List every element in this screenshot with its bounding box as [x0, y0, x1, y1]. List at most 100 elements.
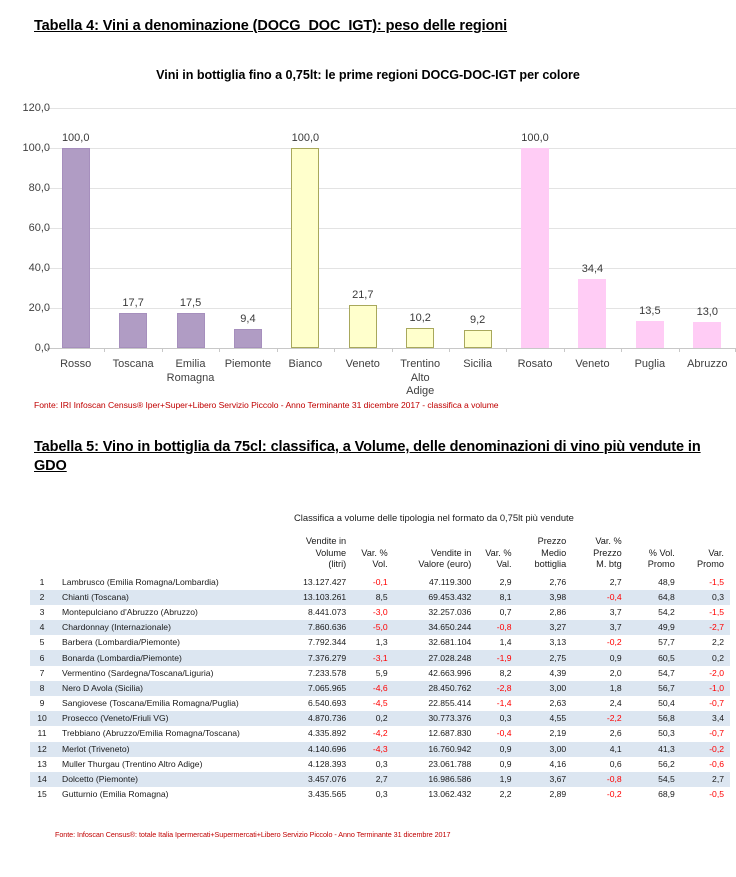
th-rank: [30, 536, 54, 575]
table-row[interactable]: 2 Chianti (Toscana) 13.103.261 8,5 69.453.43…: [30, 589, 730, 605]
cell-rank: 11: [37, 728, 47, 739]
cell-volume: 8.441.073: [307, 606, 347, 617]
cell-var-prezzo: 2,7: [609, 576, 622, 587]
cell-name: Nero D Avola (Sicilia): [54, 680, 277, 696]
cell-var-val: -0,4: [496, 728, 512, 739]
cell-promo: 56,8: [633, 711, 683, 727]
cell-volume: 4.128.393: [307, 758, 347, 769]
cell-volume: 7.233.578: [307, 667, 347, 678]
chart-x-tick: [391, 348, 393, 352]
cell-var-promo: -0,7: [709, 728, 724, 739]
cell-promo: 60,5: [633, 650, 683, 666]
table-row[interactable]: 6 Bonarda (Lombardia/Piemonte) 7.376.279 -3…: [30, 650, 730, 666]
table-row[interactable]: 15 Gutturnio (Emilia Romagna) 3.435.565 0,3…: [30, 787, 730, 802]
cell-var-val: 1,4: [499, 637, 512, 648]
cell-var-promo: 2,7: [682, 771, 730, 788]
chart-bar: [291, 148, 320, 348]
chart-x-tick: [678, 348, 680, 352]
chart-bar: [176, 313, 205, 348]
cell-var-vol: -0,1: [372, 576, 388, 587]
tabella-4-heading: Tabella 4: Vini a denominazione (DOCG_DO…: [34, 18, 508, 34]
cell-rank: 7: [39, 667, 45, 678]
cell-volume: 6.540.693: [307, 698, 347, 709]
cell-rank: 8: [30, 680, 55, 696]
cell-var-vol: -4,3: [348, 741, 398, 757]
table-head: Vendite in Volume (litri) Var. % Vol. Vend…: [30, 536, 730, 575]
cell-promo: 68,9: [658, 789, 675, 800]
chart-x-tick: [161, 348, 163, 352]
chart-x-tick: [506, 348, 508, 352]
table-row[interactable]: 14 Dolcetto (Piemonte) 3.457.076 2,7 16.986.…: [30, 771, 730, 788]
cell-var-vol: -3,1: [348, 650, 398, 666]
cell-name: Dolcetto (Piemonte): [54, 771, 277, 788]
table-row[interactable]: 4 Chardonnay (Internazionale) 7.860.636 -5,…: [30, 620, 730, 636]
chart-bar: [693, 322, 722, 348]
table-row[interactable]: 12 Merlot (Triveneto) 4.140.696 -4,3 16.760.…: [30, 741, 730, 757]
chart-x-category-label: Emilia Romagna: [166, 358, 215, 384]
chart-gridline: [47, 308, 736, 309]
chart-y-tick-label: 100,0: [22, 142, 50, 154]
cell-valore: 42.663.996: [428, 667, 472, 678]
cell-valore: 32.681.104: [428, 637, 472, 648]
cell-rank: 6: [30, 650, 55, 666]
cell-valore: 28.450.762: [397, 680, 474, 696]
chart-y-tick-label: 0,0: [34, 342, 50, 354]
table-row[interactable]: 8 Nero D Avola (Sicilia) 7.065.965 -4,6 28.4…: [30, 680, 730, 696]
cell-prezzo: 4,16: [549, 758, 567, 769]
cell-prezzo: 2,76: [549, 576, 567, 587]
cell-var-vol: 2,7: [348, 771, 398, 788]
table-row[interactable]: 5 Barbera (Lombardia/Piemonte) 7.792.344 1,…: [30, 635, 730, 650]
cell-rank: 9: [39, 698, 45, 709]
table-row[interactable]: 7 Vermentino (Sardegna/Toscana/Liguria) 7.…: [30, 666, 730, 681]
chart-bar-value-label: 100,0: [521, 132, 549, 144]
chart-y-tick-label: 40,0: [28, 262, 50, 274]
table-header-row: Vendite in Volume (litri) Var. % Vol. Vend…: [30, 536, 730, 575]
chart-x-category-label: Bianco: [288, 358, 323, 370]
cell-valore: 27.028.248: [397, 650, 474, 666]
cell-volume: 7.792.344: [307, 637, 347, 648]
cell-valore: 22.855.414: [428, 698, 472, 709]
table-row[interactable]: 9 Sangiovese (Toscana/Emilia Romagna/Pugl…: [30, 696, 730, 711]
cell-var-prezzo: 2,6: [609, 728, 622, 739]
chart-x-category-label: Veneto: [575, 358, 610, 370]
chart-gridline: [47, 108, 736, 109]
cell-valore: 47.119.300: [428, 576, 472, 587]
cell-var-val: -1,9: [473, 650, 520, 666]
chart-bar: [233, 329, 262, 348]
cell-var-vol: 0,3: [375, 789, 388, 800]
cell-prezzo: 3,27: [519, 620, 577, 636]
cell-var-prezzo: 1,8: [576, 680, 634, 696]
cell-promo: 54,2: [658, 606, 675, 617]
cell-var-prezzo: -2,2: [576, 711, 634, 727]
cell-name: Vermentino (Sardegna/Toscana/Liguria): [62, 667, 214, 678]
cell-var-promo: 0,2: [682, 650, 730, 666]
cell-name: Prosecco (Veneto/Friuli VG): [54, 711, 277, 727]
cell-var-val: -0,8: [473, 620, 520, 636]
table-row[interactable]: 10 Prosecco (Veneto/Friuli VG) 4.870.736 0,…: [30, 711, 730, 727]
chart-bars-layer: 100,0 Rosso 17,7 Toscana 17,5 Emilia Romagna 9,…: [47, 108, 736, 397]
cell-var-val: 2,9: [499, 576, 512, 587]
table-row[interactable]: 11 Trebbiano (Abruzzo/Emilia Romagna/Tosc…: [30, 726, 730, 741]
cell-volume: 7.065.965: [276, 680, 349, 696]
cell-var-promo: 3,4: [682, 711, 730, 727]
cell-var-vol: 1,3: [375, 637, 388, 648]
cell-volume: 13.127.427: [303, 576, 347, 587]
cell-var-prezzo: 2,4: [609, 698, 622, 709]
cell-var-promo: -1,5: [709, 576, 724, 587]
th-valore: Vendite in Valore (euro): [418, 547, 472, 570]
chart-source-note: Fonte: IRI Infoscan Census® Iper+Super+L…: [34, 400, 499, 410]
chart-bar: [406, 327, 435, 348]
cell-var-vol: -4,2: [372, 728, 388, 739]
chart-bar: [578, 279, 607, 348]
table-row[interactable]: 1 Lambrusco (Emilia Romagna/Lombardia) 13.…: [30, 575, 730, 590]
table-row[interactable]: 13 Muller Thurgau (Trentino Altro Adige) 4…: [30, 757, 730, 772]
cell-var-promo: -2,7: [682, 620, 730, 636]
cell-volume: 4.335.892: [307, 728, 347, 739]
cell-var-promo: 2,2: [712, 637, 724, 648]
cell-promo: 54,5: [633, 771, 683, 788]
chart-bar-value-label: 13,5: [639, 305, 661, 317]
cell-rank: 4: [30, 620, 55, 636]
th-var-promo: Var. Promo: [696, 547, 724, 570]
cell-var-vol: -4,6: [348, 680, 398, 696]
table-row[interactable]: 3 Montepulciano d'Abruzzo (Abruzzo) 8.441.…: [30, 605, 730, 620]
